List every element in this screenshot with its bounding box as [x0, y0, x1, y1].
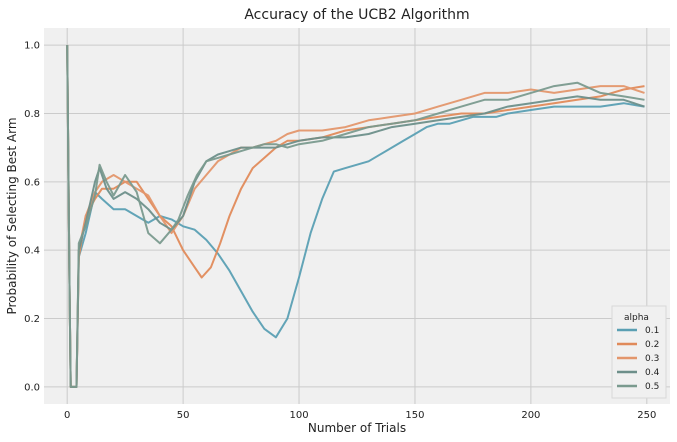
- x-tick-label: 50: [177, 410, 190, 421]
- legend-title: alpha: [624, 313, 649, 323]
- x-axis-title: Number of Trials: [308, 421, 406, 435]
- grid-lines: [44, 28, 670, 404]
- legend: alpha 0.1 0.2 0.3 0.4 0.5: [611, 305, 667, 399]
- x-tick-label: 250: [637, 410, 656, 421]
- series-line-alpha-0.5: [66, 45, 645, 388]
- legend-label: 0.4: [645, 368, 660, 378]
- series-lines: [66, 45, 645, 388]
- y-tick-label: 0.2: [24, 314, 40, 325]
- x-tick-label: 200: [521, 410, 540, 421]
- y-axis-title: Probability of Selecting Best Arm: [5, 117, 19, 314]
- legend-label: 0.2: [645, 340, 659, 350]
- x-tick-label: 100: [289, 410, 308, 421]
- y-tick-label: 0.0: [24, 382, 40, 393]
- tick-labels: 0 50 100 150 200 250 0.0 0.2 0.4 0.6 0.8 1.0: [24, 41, 656, 421]
- y-tick-label: 0.6: [24, 177, 40, 188]
- series-line-alpha-0.1: [66, 45, 645, 388]
- x-tick-label: 0: [64, 410, 70, 421]
- series-line-alpha-0.2: [66, 45, 645, 388]
- chart-title: Accuracy of the UCB2 Algorithm: [244, 7, 469, 23]
- legend-box: [611, 305, 667, 399]
- y-tick-label: 0.8: [24, 109, 40, 120]
- legend-label: 0.3: [645, 354, 659, 364]
- legend-label: 0.5: [645, 382, 659, 392]
- y-tick-label: 1.0: [24, 41, 40, 52]
- y-tick-label: 0.4: [24, 246, 40, 257]
- legend-items: 0.1 0.2 0.3 0.4 0.5: [617, 326, 660, 392]
- legend-label: 0.1: [645, 326, 659, 336]
- x-tick-label: 150: [405, 410, 424, 421]
